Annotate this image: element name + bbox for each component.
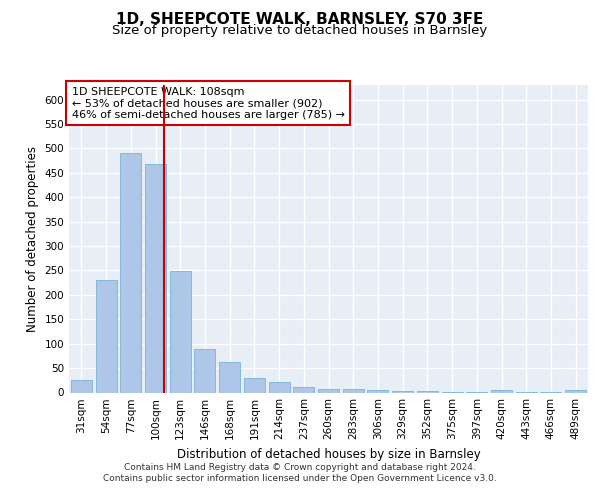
Y-axis label: Number of detached properties: Number of detached properties [26, 146, 39, 332]
Bar [392, 390, 413, 392]
Bar [318, 388, 339, 392]
Bar [491, 390, 512, 392]
Bar [244, 378, 265, 392]
Bar [293, 386, 314, 392]
Bar [269, 382, 290, 392]
Text: 1D, SHEEPCOTE WALK, BARNSLEY, S70 3FE: 1D, SHEEPCOTE WALK, BARNSLEY, S70 3FE [116, 12, 484, 28]
Bar [219, 362, 240, 392]
Text: Size of property relative to detached houses in Barnsley: Size of property relative to detached ho… [112, 24, 488, 37]
X-axis label: Distribution of detached houses by size in Barnsley: Distribution of detached houses by size … [176, 448, 481, 461]
Text: Contains public sector information licensed under the Open Government Licence v3: Contains public sector information licen… [103, 474, 497, 483]
Text: 1D SHEEPCOTE WALK: 108sqm
← 53% of detached houses are smaller (902)
46% of semi: 1D SHEEPCOTE WALK: 108sqm ← 53% of detac… [71, 86, 344, 120]
Bar [367, 390, 388, 392]
Bar [145, 164, 166, 392]
Bar [194, 348, 215, 393]
Bar [417, 391, 438, 392]
Text: Contains HM Land Registry data © Crown copyright and database right 2024.: Contains HM Land Registry data © Crown c… [124, 462, 476, 471]
Bar [343, 389, 364, 392]
Bar [120, 153, 141, 392]
Bar [71, 380, 92, 392]
Bar [565, 390, 586, 392]
Bar [170, 272, 191, 392]
Bar [95, 280, 116, 392]
